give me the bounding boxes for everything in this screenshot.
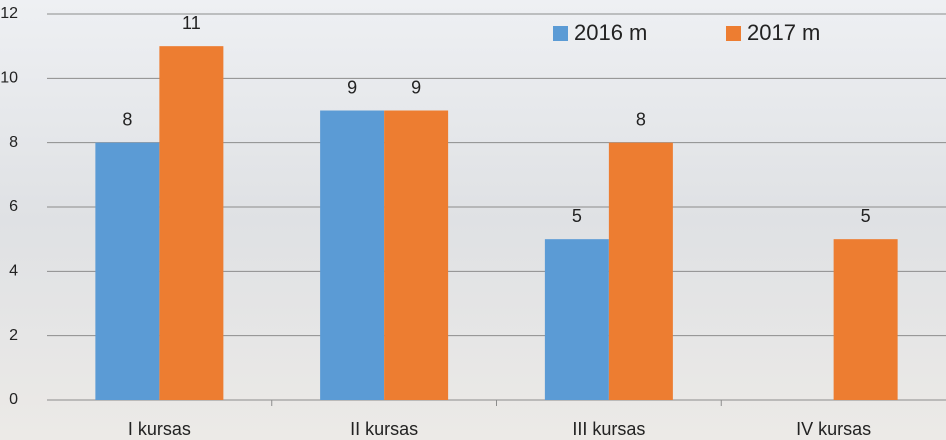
x-tick-label: I kursas — [128, 419, 191, 439]
y-tick-label: 10 — [0, 70, 18, 87]
y-tick-label: 12 — [0, 5, 18, 22]
bar — [320, 111, 384, 401]
y-tick-label: 0 — [9, 391, 18, 408]
y-tick-label: 8 — [9, 134, 18, 151]
data-label: 5 — [572, 206, 582, 226]
x-tick-label: IV kursas — [796, 419, 871, 439]
legend-swatch — [553, 26, 568, 41]
legend-swatch — [726, 26, 741, 41]
bar — [159, 46, 223, 400]
data-label: 5 — [861, 206, 871, 226]
x-tick-label: II kursas — [350, 419, 418, 439]
chart: 0 2 4 6 8 10 12 I kursas 8 11 II kursas 9 9 III kursa… — [0, 0, 946, 440]
data-label: 8 — [636, 109, 646, 129]
legend-label: 2016 m — [574, 20, 647, 45]
y-tick-label: 4 — [9, 263, 18, 280]
bar — [95, 143, 159, 400]
y-tick-label: 2 — [9, 327, 18, 344]
bar — [609, 143, 673, 400]
legend-label: 2017 m — [747, 20, 820, 45]
y-tick-label: 6 — [9, 198, 18, 215]
data-label: 9 — [347, 77, 357, 97]
data-label: 9 — [411, 77, 421, 97]
bar — [834, 239, 898, 400]
data-label: 8 — [122, 109, 132, 129]
data-label: 11 — [182, 13, 201, 33]
bar — [384, 111, 448, 401]
x-tick-label: III kursas — [572, 419, 645, 439]
bar — [545, 239, 609, 400]
